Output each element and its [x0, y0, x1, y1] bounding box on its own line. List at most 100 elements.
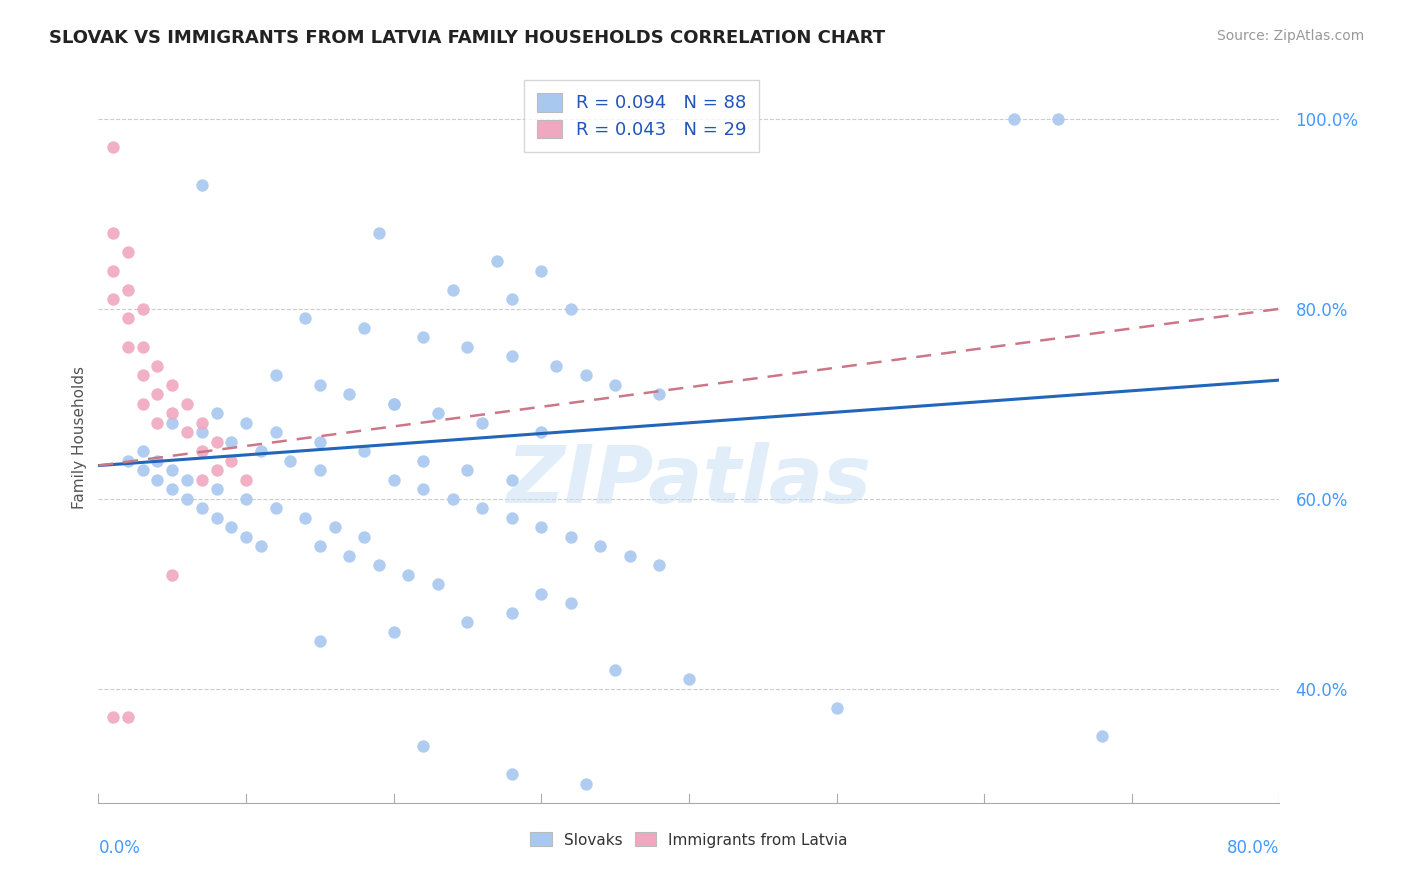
- Point: [176, 491, 198, 506]
- Point: [176, 473, 198, 487]
- Point: [530, 264, 553, 278]
- Point: [605, 663, 627, 677]
- Point: [132, 463, 155, 477]
- Point: [427, 406, 450, 420]
- Point: [162, 483, 183, 497]
- Point: [412, 330, 434, 344]
- Point: [1002, 112, 1025, 126]
- Point: [191, 501, 214, 516]
- Point: [368, 226, 391, 240]
- Point: [132, 301, 155, 316]
- Point: [132, 444, 155, 458]
- Point: [132, 368, 155, 383]
- Point: [530, 425, 553, 440]
- Point: [221, 520, 243, 534]
- Point: [205, 463, 228, 477]
- Point: [176, 425, 198, 440]
- Point: [162, 377, 183, 392]
- Text: ZIPatlas: ZIPatlas: [506, 442, 872, 520]
- Point: [221, 454, 243, 468]
- Point: [117, 244, 139, 259]
- Point: [353, 530, 375, 544]
- Point: [235, 530, 257, 544]
- Point: [264, 501, 287, 516]
- Point: [678, 673, 700, 687]
- Point: [205, 406, 228, 420]
- Point: [471, 501, 494, 516]
- Point: [382, 397, 405, 411]
- Point: [339, 387, 361, 401]
- Point: [575, 777, 598, 791]
- Point: [457, 463, 479, 477]
- Point: [382, 624, 405, 639]
- Point: [264, 368, 287, 383]
- Point: [412, 483, 434, 497]
- Point: [457, 340, 479, 354]
- Y-axis label: Family Households: Family Households: [72, 366, 87, 508]
- Point: [205, 434, 228, 449]
- Point: [382, 473, 405, 487]
- Point: [339, 549, 361, 563]
- Point: [501, 293, 523, 307]
- Point: [412, 739, 434, 753]
- Point: [162, 406, 183, 420]
- Point: [309, 539, 332, 553]
- Point: [191, 444, 214, 458]
- Point: [825, 701, 848, 715]
- Point: [191, 473, 214, 487]
- Point: [530, 520, 553, 534]
- Point: [294, 311, 316, 326]
- Point: [353, 444, 375, 458]
- Legend: Slovaks, Immigrants from Latvia: Slovaks, Immigrants from Latvia: [524, 826, 853, 854]
- Point: [560, 301, 582, 316]
- Point: [294, 511, 316, 525]
- Point: [501, 473, 523, 487]
- Text: 80.0%: 80.0%: [1227, 839, 1279, 857]
- Point: [589, 539, 612, 553]
- Point: [205, 483, 228, 497]
- Text: 0.0%: 0.0%: [98, 839, 141, 857]
- Point: [221, 434, 243, 449]
- Point: [501, 767, 523, 781]
- Point: [427, 577, 450, 591]
- Text: Source: ZipAtlas.com: Source: ZipAtlas.com: [1216, 29, 1364, 43]
- Point: [309, 434, 332, 449]
- Point: [486, 254, 509, 268]
- Point: [103, 140, 125, 154]
- Point: [575, 368, 598, 383]
- Point: [441, 283, 464, 297]
- Point: [117, 311, 139, 326]
- Point: [309, 377, 332, 392]
- Point: [501, 349, 523, 363]
- Point: [530, 587, 553, 601]
- Point: [546, 359, 568, 373]
- Point: [1046, 112, 1070, 126]
- Point: [146, 416, 169, 430]
- Point: [250, 539, 273, 553]
- Point: [103, 264, 125, 278]
- Point: [117, 283, 139, 297]
- Point: [191, 416, 214, 430]
- Point: [309, 634, 332, 648]
- Point: [146, 359, 169, 373]
- Point: [648, 558, 671, 573]
- Point: [146, 473, 169, 487]
- Point: [205, 511, 228, 525]
- Point: [162, 463, 183, 477]
- Point: [132, 397, 155, 411]
- Point: [398, 567, 420, 582]
- Point: [117, 340, 139, 354]
- Point: [117, 454, 139, 468]
- Point: [162, 416, 183, 430]
- Point: [441, 491, 464, 506]
- Point: [132, 340, 155, 354]
- Point: [250, 444, 273, 458]
- Point: [235, 491, 257, 506]
- Point: [191, 178, 214, 193]
- Point: [1091, 729, 1114, 743]
- Point: [412, 454, 434, 468]
- Point: [353, 321, 375, 335]
- Point: [619, 549, 641, 563]
- Point: [146, 387, 169, 401]
- Point: [323, 520, 346, 534]
